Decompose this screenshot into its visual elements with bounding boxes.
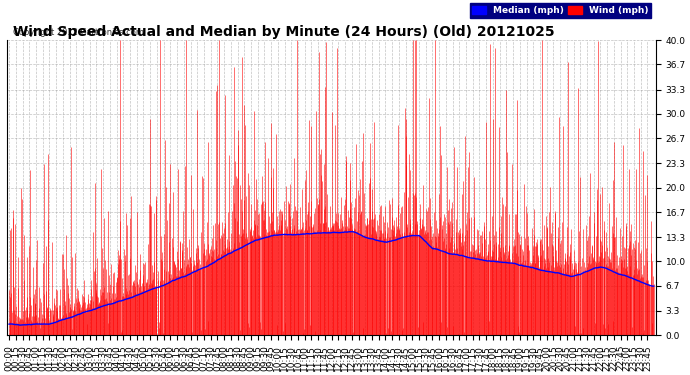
Text: Wind Speed Actual and Median by Minute (24 Hours) (Old) 20121025: Wind Speed Actual and Median by Minute (… <box>13 25 555 39</box>
Legend: Median (mph), Wind (mph): Median (mph), Wind (mph) <box>470 3 651 18</box>
Text: Copyright 2012 Cartronics.com: Copyright 2012 Cartronics.com <box>13 28 144 37</box>
